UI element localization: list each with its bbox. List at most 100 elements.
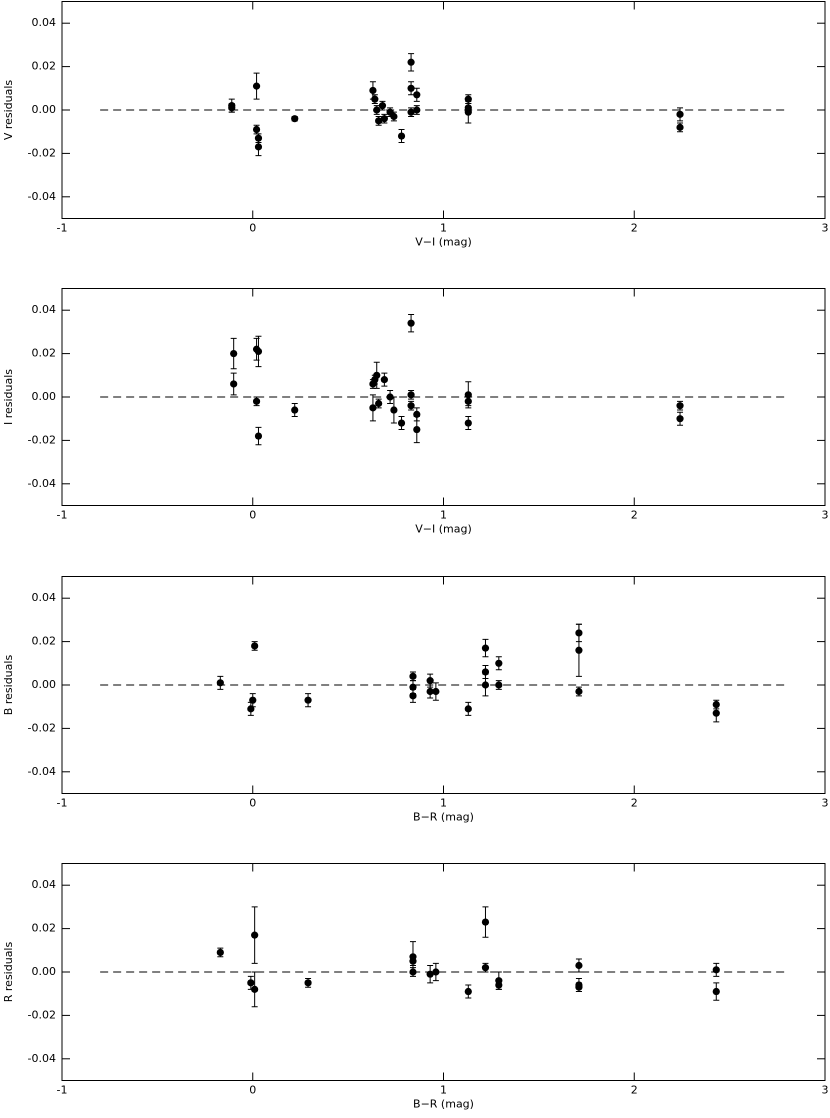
- data-point: [369, 86, 377, 95]
- y-tick-label: 0.04: [32, 878, 57, 891]
- data-point: [481, 918, 490, 926]
- data-point: [413, 106, 421, 114]
- x-axis-label: V−I (mag): [415, 523, 472, 536]
- data-point: [254, 432, 263, 440]
- y-tick-label: 0.00: [32, 103, 57, 116]
- data-point: [575, 687, 583, 696]
- data-point: [375, 117, 383, 125]
- data-point: [413, 425, 421, 434]
- x-tick-label: 3: [822, 797, 829, 810]
- data-point: [291, 406, 299, 414]
- y-tick-label: 0.04: [32, 16, 57, 29]
- data-point: [252, 82, 261, 90]
- data-point: [676, 415, 684, 423]
- data-point: [426, 677, 434, 685]
- data-point: [409, 968, 417, 976]
- x-tick-label: 1: [440, 1084, 447, 1097]
- y-tick-label: 0.04: [32, 591, 57, 604]
- data-point: [252, 397, 261, 405]
- data-point: [407, 402, 415, 410]
- data-point: [495, 681, 503, 689]
- data-point: [375, 399, 383, 408]
- data-point: [712, 987, 720, 996]
- y-tick-label: 0.00: [32, 965, 57, 978]
- data-point: [575, 983, 583, 991]
- x-axis-label: B−R (mag): [413, 1098, 474, 1111]
- x-tick-label: -1: [57, 797, 68, 810]
- x-tick-label: 0: [249, 222, 256, 235]
- y-tick-label: -0.02: [28, 1008, 56, 1021]
- data-point: [464, 705, 472, 713]
- data-point: [252, 125, 261, 134]
- y-tick-label: 0.02: [32, 635, 57, 648]
- y-tick-label: -0.04: [28, 765, 56, 778]
- data-point: [481, 681, 490, 689]
- data-point: [409, 672, 417, 680]
- data-point: [575, 646, 583, 654]
- data-point: [216, 679, 224, 687]
- x-tick-label: 0: [249, 1084, 256, 1097]
- x-tick-label: -1: [57, 509, 68, 522]
- data-point: [481, 964, 490, 972]
- data-point: [407, 58, 415, 66]
- x-tick-label: 2: [631, 1084, 638, 1097]
- data-point: [251, 931, 259, 939]
- data-point: [247, 705, 255, 713]
- x-tick-label: 3: [822, 509, 829, 522]
- data-point: [464, 397, 472, 405]
- data-point: [380, 115, 388, 123]
- data-point: [407, 319, 415, 327]
- data-point: [413, 91, 421, 99]
- data-point: [409, 692, 417, 700]
- data-point: [216, 948, 224, 957]
- y-tick-label: 0.00: [32, 678, 57, 691]
- data-point: [464, 419, 472, 427]
- y-tick-label: -0.04: [28, 190, 56, 203]
- data-point: [409, 957, 417, 965]
- x-tick-label: 0: [249, 797, 256, 810]
- y-axis-label: R residuals: [2, 942, 15, 1003]
- data-point: [251, 985, 259, 993]
- data-point: [373, 106, 381, 114]
- x-axis-label: B−R (mag): [413, 811, 474, 824]
- data-point: [397, 132, 406, 140]
- x-tick-label: 1: [440, 797, 447, 810]
- data-point: [304, 696, 312, 704]
- y-axis-label: I residuals: [2, 369, 15, 425]
- data-point: [371, 95, 379, 103]
- data-point: [390, 406, 398, 414]
- data-point: [676, 402, 684, 410]
- data-point: [575, 961, 583, 970]
- data-point: [397, 419, 406, 427]
- data-point: [407, 391, 415, 399]
- x-tick-label: 3: [822, 1084, 829, 1097]
- data-point: [712, 966, 720, 974]
- data-point: [247, 979, 255, 987]
- y-axis-label: V residuals: [2, 80, 15, 141]
- y-tick-label: 0.00: [32, 390, 57, 403]
- x-tick-label: 0: [249, 509, 256, 522]
- data-point: [390, 112, 398, 121]
- data-point: [380, 376, 388, 384]
- x-axis-label: V−I (mag): [415, 236, 472, 249]
- data-point: [426, 970, 434, 978]
- x-tick-label: -1: [57, 1084, 68, 1097]
- data-point: [369, 404, 377, 412]
- data-point: [251, 642, 259, 650]
- data-point: [495, 981, 503, 989]
- data-point: [230, 380, 238, 388]
- x-tick-label: 2: [631, 509, 638, 522]
- data-point: [426, 687, 434, 696]
- y-tick-label: -0.02: [28, 721, 56, 734]
- y-axis-label: B residuals: [2, 655, 15, 716]
- x-tick-label: 2: [631, 222, 638, 235]
- data-point: [378, 102, 387, 110]
- y-tick-label: 0.04: [32, 303, 57, 316]
- y-tick-label: -0.04: [28, 477, 56, 490]
- data-point: [495, 659, 503, 667]
- y-tick-label: -0.02: [28, 433, 56, 446]
- y-tick-label: 0.02: [32, 60, 57, 73]
- data-point: [712, 709, 720, 717]
- data-point: [432, 968, 440, 976]
- y-tick-label: 0.02: [32, 347, 57, 360]
